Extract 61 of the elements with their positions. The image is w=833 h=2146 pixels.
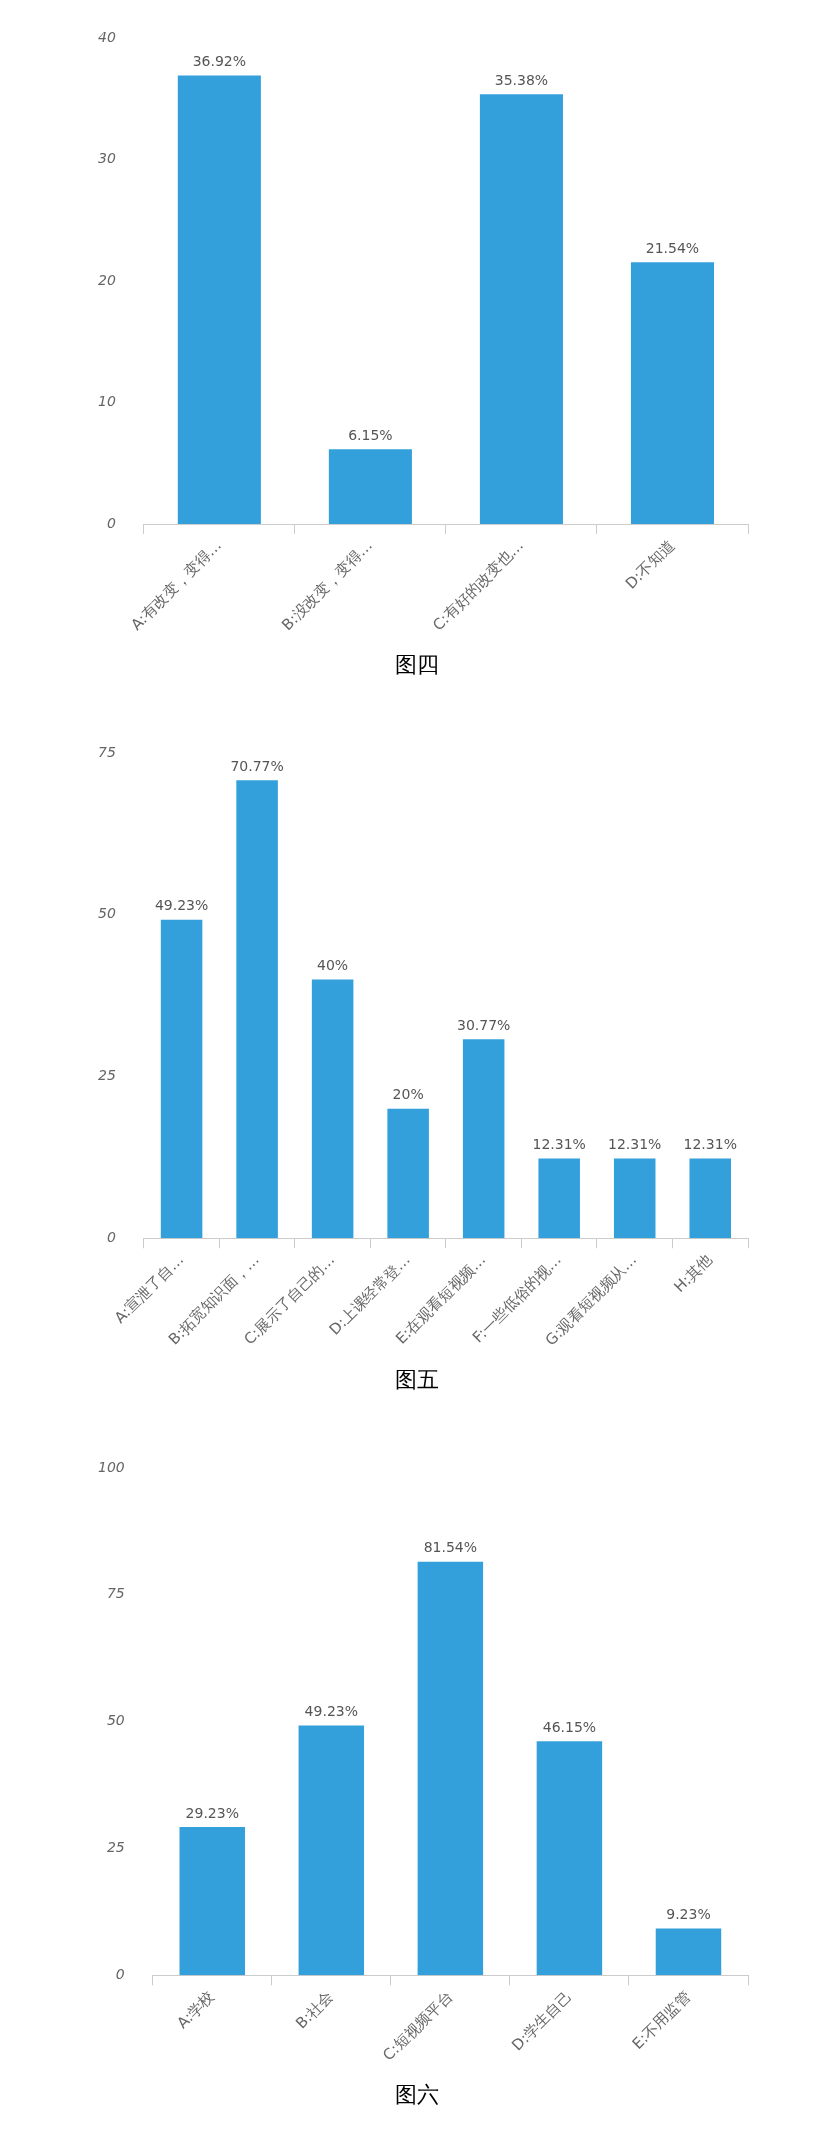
y-tick-label: 25: [106, 1839, 125, 1856]
y-tick-label: 0: [106, 1228, 116, 1245]
bar: [538, 1158, 580, 1239]
data-label: 46.15%: [542, 1718, 597, 1735]
bar: [387, 1108, 429, 1239]
x-tick-label: C:短视频平台: [379, 1987, 456, 2065]
text: 图五: [393, 1366, 440, 1394]
bar: [462, 1039, 505, 1239]
data-label: 35.38%: [494, 71, 549, 88]
text: 图四: [393, 651, 440, 679]
bar: [328, 449, 412, 525]
text: 图六: [393, 2081, 440, 2109]
data-label: 9.23%: [666, 1906, 711, 1923]
bar: [689, 1158, 732, 1239]
data-label: 40%: [317, 957, 349, 974]
data-label: 21.54%: [645, 239, 700, 256]
data-label: 12.31%: [608, 1136, 662, 1153]
x-tick-label: E:不用监管: [628, 1987, 695, 2053]
data-label: 12.31%: [683, 1136, 737, 1153]
bar: [311, 979, 354, 1239]
bar: [655, 1928, 722, 1976]
y-tick-label: 100: [97, 1458, 125, 1475]
y-tick-label: 75: [106, 1585, 125, 1602]
data-label: 12.31%: [532, 1136, 586, 1153]
x-tick-label: A:有改变，变得…: [127, 536, 225, 634]
bar: [298, 1725, 365, 1976]
x-tick-label: B:没改变，变得…: [278, 536, 376, 635]
y-tick-label: 30: [97, 150, 116, 167]
bar: [179, 1826, 245, 1976]
x-tick-label: A:学校: [173, 1987, 218, 2033]
data-label: 36.92%: [192, 53, 247, 70]
bar: [630, 262, 715, 525]
y-tick-label: 50: [106, 1712, 125, 1729]
y-tick-label: 10: [97, 393, 116, 410]
bar: [177, 75, 261, 525]
data-label: 29.23%: [185, 1804, 239, 1821]
data-label: 6.15%: [348, 426, 393, 443]
bar: [536, 1741, 603, 1976]
y-tick-label: 40: [97, 28, 116, 45]
y-tick-label: 75: [97, 743, 116, 760]
x-tick-label: C:有好的改变也…: [429, 536, 528, 635]
y-tick-label: 0: [115, 1965, 125, 1982]
y-tick-label: 20: [97, 271, 116, 288]
bar: [236, 780, 278, 1239]
bar: [613, 1158, 656, 1239]
x-tick-label: B:社会: [292, 1987, 337, 2033]
y-tick-label: 25: [97, 1067, 116, 1084]
x-tick-label: D:学生自己: [508, 1987, 575, 2055]
data-label: 49.23%: [154, 897, 209, 914]
data-label: 20%: [392, 1086, 424, 1103]
x-tick-label: D:不知道: [621, 536, 679, 593]
y-tick-label: 0: [106, 514, 116, 531]
y-tick-label: 50: [97, 905, 116, 922]
data-label: 81.54%: [423, 1539, 478, 1556]
bar: [479, 94, 563, 525]
data-label: 49.23%: [304, 1703, 358, 1720]
bar: [160, 919, 203, 1239]
data-label: 70.77%: [230, 758, 284, 775]
data-label: 30.77%: [456, 1016, 511, 1033]
bar: [417, 1561, 484, 1976]
x-tick-label: H:其他: [670, 1250, 716, 1296]
